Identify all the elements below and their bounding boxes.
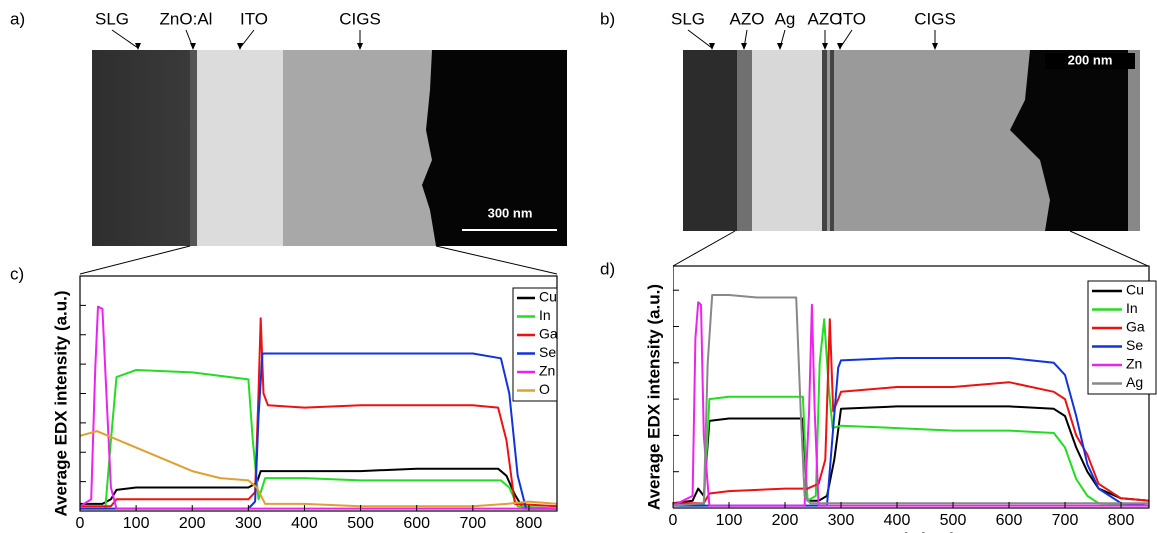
legend-label: Ga [539,326,558,342]
arrow-head [135,43,141,50]
panel-label: a) [10,9,25,28]
series-line [673,357,1150,507]
x-tick-label: 800 [516,515,543,532]
legend-label: Ag [1126,374,1143,390]
x-tick-label: 500 [347,515,374,532]
arrow-head [822,43,828,50]
x-tick-label: 600 [996,512,1023,529]
x-tick-label: 100 [123,515,150,532]
arrow-head [190,43,196,50]
legend-label: Cu [539,289,557,305]
arrow-head [932,43,938,50]
x-tick-label: 400 [884,512,911,529]
layer-label: SLG [95,9,129,28]
legend-label: Cu [1126,282,1144,298]
x-tick-label: 400 [291,515,318,532]
layer-label: AZO [808,9,843,28]
arrow [111,29,139,49]
legend-box [512,287,558,402]
x-tick-label: 600 [403,515,430,532]
micrograph-b [683,50,1140,231]
series-line [673,294,1149,507]
series-line [673,318,1150,507]
layer-label: ITO [240,9,268,28]
arrow-head [741,43,747,50]
x-tick-label: 100 [716,512,743,529]
plot [79,275,558,512]
layer-label: AZO [730,9,765,28]
series-line [79,305,557,510]
legend-box [1087,280,1157,395]
layer-label: ZnO:Al [160,9,213,28]
series-line [80,369,558,510]
layer-label: ITO [838,9,866,28]
x-tick-label: 300 [235,515,262,532]
connectors [79,230,1149,275]
micrograph-a [92,50,567,246]
y-axis-title: Average EDX intensity (a.u.) [51,290,70,516]
panel-label: b) [600,9,615,28]
series-line [80,467,557,510]
arrow-head [709,43,715,50]
series-line [80,352,557,510]
legend-label: In [539,307,551,323]
x-tick-label: 200 [179,515,206,532]
arrow [239,29,255,49]
arrow [687,29,713,49]
series-line [673,301,1149,507]
x-tick-label: 800 [1108,512,1135,529]
x-tick-label: 300 [828,512,855,529]
x-axis-title: Depth (nm) [866,529,956,533]
arrow-head [237,43,243,50]
x-tick-label: 0 [669,512,678,529]
panel-label: d) [600,259,615,278]
legend-label: Zn [1126,356,1142,372]
x-tick-label: 0 [76,515,85,532]
series-line [80,317,558,508]
layer-label: Ag [775,9,796,28]
scale-bar-label: 300 nm [488,205,533,220]
legend-label: In [1126,300,1138,316]
y-axis-title: Average EDX intensity (a.u.) [644,284,663,510]
scale-bar-label: 200 nm [1068,52,1113,67]
arrow-head [837,43,843,50]
x-tick-label: 200 [772,512,799,529]
layer-label: CIGS [914,9,956,28]
arrow-head [357,43,363,50]
plot-frame [79,275,558,512]
legend-label: Se [1126,337,1143,353]
x-tick-label: 500 [940,512,967,529]
legend-label: Zn [539,363,555,379]
legend-label: Ga [1126,319,1145,335]
series-line [79,430,558,508]
legend-label: O [539,381,550,397]
legend-label: Se [539,344,556,360]
layer-label: SLG [671,9,705,28]
plot [673,265,1150,509]
x-tick-label: 700 [459,515,486,532]
layer-label: CIGS [339,9,381,28]
x-tick-label: 700 [1052,512,1079,529]
arrow-head [777,43,783,50]
panel-label: c) [10,264,24,283]
series-line [673,318,1150,505]
